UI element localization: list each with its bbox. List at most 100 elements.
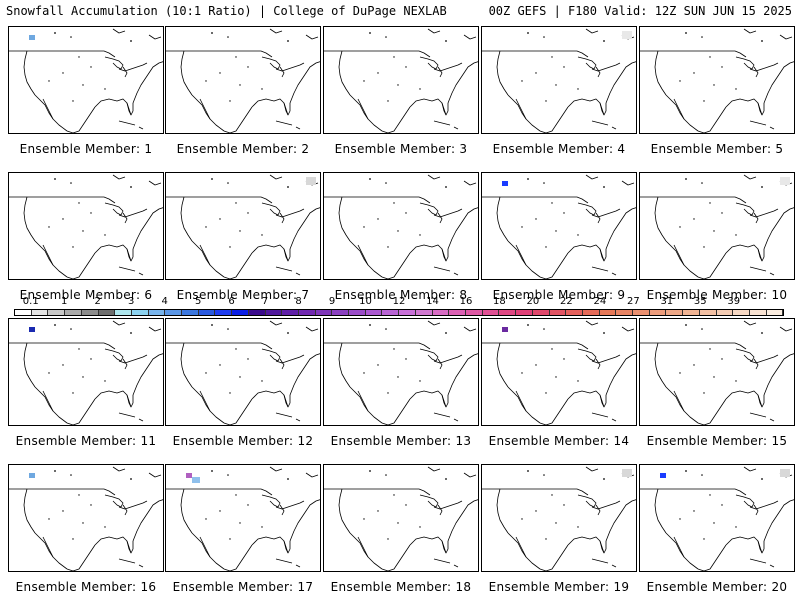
colorbar-swatch: [248, 310, 266, 315]
colorbar-tick-label: 20: [526, 296, 540, 307]
colorbar-labels: 0.1 1 2 3 4 5 6 7 8 9 10 12 14 16 18 20 22 24 27 31 35 39: [14, 296, 784, 309]
colorbar-swatch: [633, 310, 650, 315]
map-outline: [324, 28, 478, 133]
ensemble-member-map: [165, 318, 321, 426]
colorbar-swatch: [349, 310, 366, 315]
valid-time-title: 00Z GEFS | F180 Valid: 12Z SUN JUN 15 20…: [488, 4, 792, 18]
ensemble-member-map: [481, 464, 637, 572]
snow-accumulation-spot: [192, 477, 200, 483]
ensemble-member-map: [8, 26, 164, 134]
ensemble-member-map: [165, 172, 321, 280]
ensemble-member-map: [323, 26, 479, 134]
map-outline: [166, 466, 320, 571]
ensemble-member-label: Ensemble Member: 8: [334, 288, 468, 302]
colorbar-swatch: [532, 310, 550, 315]
ensemble-member-label: Ensemble Member: 3: [334, 142, 468, 156]
colorbar-swatch: [365, 310, 383, 315]
ensemble-member-label: Ensemble Member: 14: [488, 434, 630, 448]
map-outline: [9, 28, 163, 133]
colorbar-swatch: [165, 310, 183, 315]
snow-accumulation-spot: [29, 35, 35, 40]
ensemble-member-label: Ensemble Member: 2: [176, 142, 310, 156]
ensemble-member-map: [165, 464, 321, 572]
ensemble-member-map: [639, 172, 795, 280]
colorbar-swatch: [716, 310, 734, 315]
map-outline: [482, 320, 636, 425]
colorbar-swatch: [131, 310, 149, 315]
colorbar-swatch: [98, 310, 116, 315]
map-outline: [9, 174, 163, 279]
colorbar-swatch: [616, 310, 634, 315]
ensemble-member-map: [639, 318, 795, 426]
colorbar-swatch: [766, 310, 784, 315]
colorbar: [14, 309, 784, 316]
map-outline: [166, 174, 320, 279]
snow-accumulation-spot: [780, 469, 790, 477]
colorbar-swatch: [232, 310, 249, 315]
colorbar-swatch: [65, 310, 82, 315]
colorbar-tick-label: 10: [359, 296, 372, 307]
colorbar-swatch: [449, 310, 466, 315]
map-outline: [482, 466, 636, 571]
ensemble-member-label: Ensemble Member: 20: [646, 580, 788, 594]
snow-accumulation-spot: [660, 473, 666, 478]
ensemble-member-map: [323, 172, 479, 280]
map-outline: [9, 320, 163, 425]
snow-accumulation-spot: [622, 31, 632, 39]
colorbar-swatch: [282, 310, 299, 315]
map-outline: [640, 466, 794, 571]
colorbar-tick-label: 2: [94, 296, 101, 307]
colorbar-swatch: [48, 310, 66, 315]
colorbar-swatch: [298, 310, 316, 315]
map-outline: [166, 320, 320, 425]
ensemble-member-label: Ensemble Member: 4: [492, 142, 626, 156]
ensemble-member-map: [323, 318, 479, 426]
colorbar-tick-label: 35: [693, 296, 707, 307]
colorbar-swatch: [315, 310, 333, 315]
colorbar-tick-label: 9: [328, 296, 336, 307]
colorbar-swatch: [683, 310, 700, 315]
colorbar-swatch: [415, 310, 433, 315]
map-outline: [166, 28, 320, 133]
colorbar-swatch: [465, 310, 483, 315]
colorbar-tick-label: 8: [295, 296, 302, 307]
colorbar-tick-label: 5: [194, 296, 202, 307]
ensemble-member-map: [481, 172, 637, 280]
colorbar-swatch: [81, 310, 99, 315]
ensemble-member-label: Ensemble Member: 13: [330, 434, 472, 448]
ensemble-member-map: [639, 464, 795, 572]
snow-accumulation-spot: [29, 327, 35, 332]
snow-accumulation-spot: [186, 473, 192, 478]
colorbar-swatch: [599, 310, 617, 315]
colorbar-swatch: [582, 310, 600, 315]
map-outline: [482, 28, 636, 133]
colorbar-tick-label: 4: [161, 296, 168, 307]
colorbar-swatch: [666, 310, 684, 315]
colorbar-tick-label: 31: [660, 296, 674, 307]
ensemble-member-label: Ensemble Member: 6: [19, 288, 153, 302]
ensemble-member-label: Ensemble Member: 18: [330, 580, 472, 594]
snow-accumulation-spot: [502, 181, 508, 186]
ensemble-member-map: [481, 26, 637, 134]
ensemble-member-map: [481, 318, 637, 426]
ensemble-member-label: Ensemble Member: 9: [492, 288, 626, 302]
colorbar-swatch: [749, 310, 767, 315]
snow-accumulation-spot: [502, 327, 508, 332]
ensemble-member-label: Ensemble Member: 1: [19, 142, 153, 156]
ensemble-member-label: Ensemble Member: 17: [172, 580, 314, 594]
colorbar-swatch: [699, 310, 717, 315]
ensemble-member-label: Ensemble Member: 19: [488, 580, 630, 594]
colorbar-swatch: [733, 310, 750, 315]
colorbar-swatch: [649, 310, 667, 315]
colorbar-swatch: [566, 310, 583, 315]
ensemble-member-map: [639, 26, 795, 134]
snow-accumulation-spot: [29, 473, 35, 478]
colorbar-swatch: [15, 310, 32, 315]
colorbar-tick-label: 18: [493, 296, 506, 307]
colorbar-tick-label: 7: [261, 296, 269, 307]
ensemble-member-map: [323, 464, 479, 572]
colorbar-swatch: [382, 310, 400, 315]
colorbar-tick-label: 14: [426, 296, 439, 307]
ensemble-member-label: Ensemble Member: 15: [646, 434, 788, 448]
map-outline: [9, 466, 163, 571]
